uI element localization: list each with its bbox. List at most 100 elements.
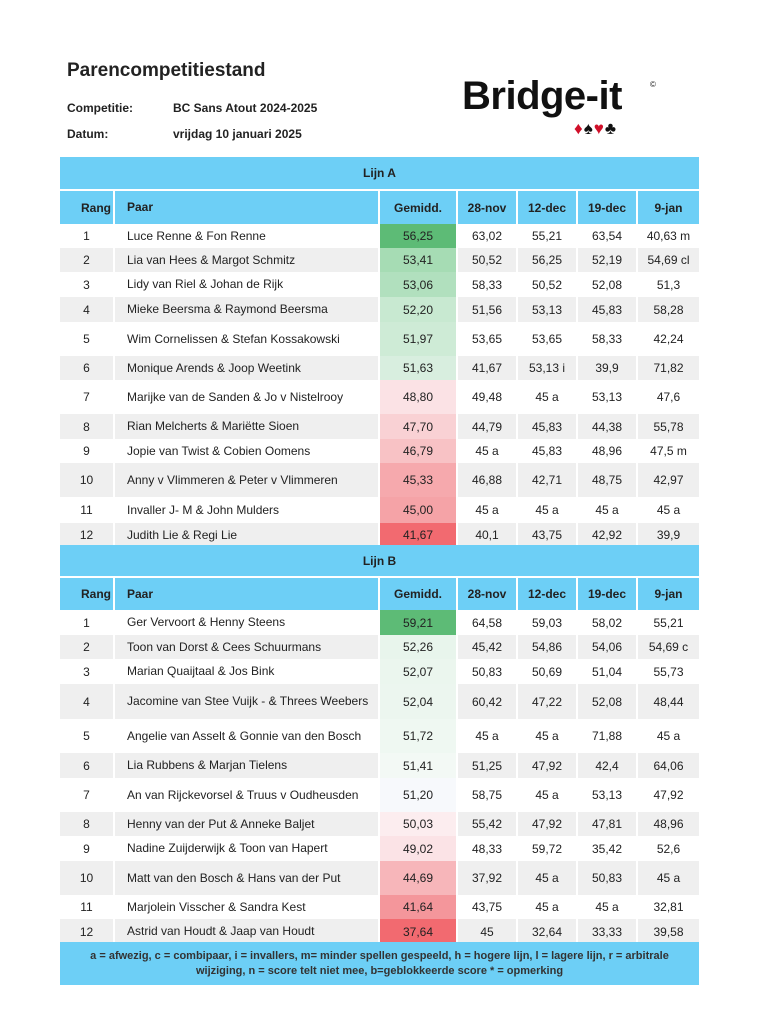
score-cell-12-dec: 47,92 [518,753,578,778]
table-row: 10 Anny v Vlimmeren & Peter v Vlimmeren 45… [60,463,699,497]
table-row: 9 Nadine Zuijderwijk & Toon van Hapert 49,… [60,836,699,861]
average-cell: 45,00 [380,497,458,523]
competition-label: Competitie: [67,101,133,115]
score-cell-12-dec: 43,75 [518,523,578,547]
average-cell: 41,64 [380,895,458,919]
score-cell-19-dec: 48,96 [578,439,638,463]
legend-footer: a = afwezig, c = combipaar, i = invaller… [60,942,699,985]
pair-name-cell: Marijke van de Sanden & Jo v Nistelrooy [115,380,380,414]
score-cell-28-nov: 45 [458,919,518,944]
column-header-rang: Rang [60,191,115,224]
score-cell-9-jan: 48,96 [638,812,699,836]
score-cell-28-nov: 51,56 [458,297,518,322]
score-cell-19-dec: 47,81 [578,812,638,836]
average-cell: 51,41 [380,753,458,778]
table-lijn-a: Lijn A Rang Paar Gemidd. 28-nov 12-dec 19-dec 9… [60,157,699,547]
column-header-19-dec: 19-dec [578,191,638,224]
average-cell: 48,80 [380,380,458,414]
score-cell-28-nov: 37,92 [458,861,518,895]
competition-info: Competitie: BC Sans Atout 2024-2025 [67,101,317,115]
page-title: Parencompetitiestand [67,60,266,81]
pair-name-cell: Anny v Vlimmeren & Peter v Vlimmeren [115,463,380,497]
average-cell: 47,70 [380,414,458,439]
rank-cell: 6 [60,753,115,778]
table-lijn-b: Lijn B Rang Paar Gemidd. 28-nov 12-dec 19-dec 9… [60,545,699,944]
score-cell-12-dec: 45 a [518,861,578,895]
average-cell: 53,41 [380,248,458,272]
average-cell: 51,63 [380,356,458,380]
score-cell-19-dec: 33,33 [578,919,638,944]
score-cell-12-dec: 53,65 [518,322,578,356]
pair-name-cell: Matt van den Bosch & Hans van der Put [115,861,380,895]
legend-text: a = afwezig, c = combipaar, i = invaller… [90,949,669,977]
rank-cell: 7 [60,380,115,414]
score-cell-19-dec: 45,83 [578,297,638,322]
score-cell-12-dec: 59,72 [518,836,578,861]
score-cell-12-dec: 45 a [518,778,578,812]
score-cell-9-jan: 64,06 [638,753,699,778]
pair-name-cell: Jopie van Twist & Cobien Oomens [115,439,380,463]
score-cell-19-dec: 35,42 [578,836,638,861]
score-cell-19-dec: 51,04 [578,659,638,684]
average-cell: 49,02 [380,836,458,861]
average-cell: 44,69 [380,861,458,895]
rank-cell: 8 [60,812,115,836]
table-row: 5 Angelie van Asselt & Gonnie van den Bos… [60,719,699,753]
score-cell-19-dec: 44,38 [578,414,638,439]
score-cell-9-jan: 47,6 [638,380,699,414]
score-cell-19-dec: 53,13 [578,778,638,812]
score-cell-28-nov: 49,48 [458,380,518,414]
score-cell-9-jan: 71,82 [638,356,699,380]
rank-cell: 8 [60,414,115,439]
score-cell-28-nov: 60,42 [458,684,518,719]
score-cell-12-dec: 47,22 [518,684,578,719]
score-cell-9-jan: 58,28 [638,297,699,322]
copyright-mark: © [650,80,656,89]
table-row: 3 Lidy van Riel & Johan de Rijk 53,06 58,33… [60,272,699,297]
average-cell: 51,72 [380,719,458,753]
table-row: 3 Marian Quaijtaal & Jos Bink 52,07 50,83 50… [60,659,699,684]
average-cell: 51,20 [380,778,458,812]
table-row: 12 Judith Lie & Regi Lie 41,67 40,1 43,75 42,… [60,523,699,547]
pair-name-cell: Mieke Beersma & Raymond Beersma [115,297,380,322]
table-row: 4 Mieke Beersma & Raymond Beersma 52,20 51,… [60,297,699,322]
header-row: Rang Paar Gemidd. 28-nov 12-dec 19-dec 9-jan [60,191,699,224]
score-cell-12-dec: 45,83 [518,414,578,439]
average-cell: 52,04 [380,684,458,719]
average-cell: 56,25 [380,224,458,248]
club-icon: ♣ [604,119,617,138]
score-cell-19-dec: 71,88 [578,719,638,753]
pair-name-cell: Lidy van Riel & Johan de Rijk [115,272,380,297]
column-header-12-dec: 12-dec [518,191,578,224]
date-info: Datum: vrijdag 10 januari 2025 [67,127,302,141]
header-row: Rang Paar Gemidd. 28-nov 12-dec 19-dec 9-jan [60,578,699,610]
pair-name-cell: Marjolein Visscher & Sandra Kest [115,895,380,919]
average-cell: 37,64 [380,919,458,944]
score-cell-28-nov: 50,52 [458,248,518,272]
pair-name-cell: An van Rijckevorsel & Truus v Oudheusden [115,778,380,812]
score-cell-19-dec: 45 a [578,895,638,919]
score-cell-19-dec: 48,75 [578,463,638,497]
average-cell: 52,26 [380,635,458,659]
competition-value: BC Sans Atout 2024-2025 [173,101,318,115]
score-cell-12-dec: 50,69 [518,659,578,684]
score-cell-19-dec: 63,54 [578,224,638,248]
table-row: 4 Jacomine van Stee Vuijk - & Threes Weeb… [60,684,699,719]
score-cell-9-jan: 45 a [638,497,699,523]
score-cell-19-dec: 53,13 [578,380,638,414]
pair-name-cell: Jacomine van Stee Vuijk - & Threes Weebe… [115,684,380,719]
table-row: 1 Ger Vervoort & Henny Steens 59,21 64,58 59… [60,610,699,635]
score-cell-9-jan: 47,92 [638,778,699,812]
pair-name-cell: Ger Vervoort & Henny Steens [115,610,380,635]
pair-name-cell: Nadine Zuijderwijk & Toon van Hapert [115,836,380,861]
rank-cell: 12 [60,919,115,944]
rank-cell: 6 [60,356,115,380]
score-cell-9-jan: 39,58 [638,919,699,944]
rank-cell: 3 [60,659,115,684]
score-cell-12-dec: 45 a [518,719,578,753]
score-cell-9-jan: 48,44 [638,684,699,719]
score-cell-12-dec: 53,13 [518,297,578,322]
average-cell: 51,97 [380,322,458,356]
average-cell: 59,21 [380,610,458,635]
